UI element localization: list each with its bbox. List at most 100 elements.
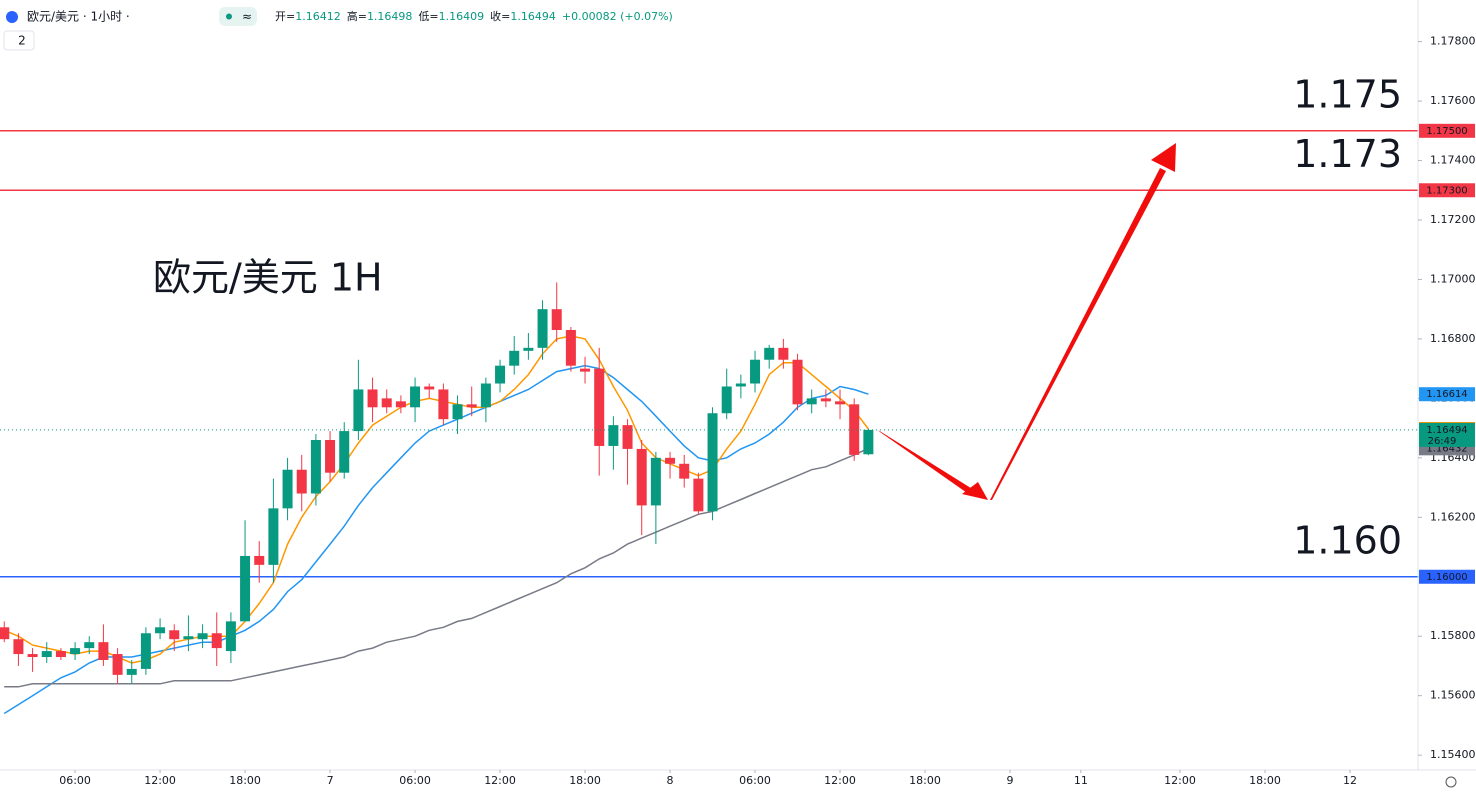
level-tag-label: 1.17300	[1426, 185, 1467, 196]
candle-body	[27, 654, 38, 658]
y-tick-label: 1.17200	[1430, 213, 1476, 226]
moving-average	[4, 447, 869, 688]
x-tick-label: 06:00	[399, 774, 431, 787]
x-tick-label: 9	[1007, 774, 1014, 787]
candle-body	[778, 347, 789, 360]
level-tag	[1419, 569, 1475, 584]
x-tick-label: 18:00	[569, 774, 601, 787]
settings-icon[interactable]	[1445, 776, 1457, 788]
candle-body	[551, 309, 562, 330]
level-tag-label: 1.17500	[1426, 126, 1467, 137]
symbol-icon	[6, 11, 18, 23]
y-tick-label: 1.17400	[1430, 154, 1476, 167]
candle-body	[225, 621, 236, 652]
candle-body	[565, 330, 576, 366]
candle-body	[835, 401, 846, 405]
forecast-arrows	[878, 143, 1176, 500]
ma-tag-label: 1.16614	[1426, 389, 1467, 400]
candle-body	[84, 642, 95, 649]
y-tick-label: 1.16200	[1430, 510, 1476, 523]
y-tick-label: 1.15600	[1430, 689, 1476, 702]
candle-body	[523, 347, 534, 351]
status-icon: ≈	[242, 10, 252, 24]
ma-tag	[1419, 387, 1475, 402]
arrow-up	[990, 168, 1166, 500]
ohlc-key: 高=	[347, 9, 367, 23]
x-tick-label: 06:00	[739, 774, 771, 787]
y-tick-label: 1.17600	[1430, 94, 1476, 107]
candle-body	[268, 508, 279, 565]
status-pill	[219, 7, 257, 26]
candle-body	[155, 627, 166, 634]
candle-body	[594, 368, 605, 446]
header: 欧元/美元 · 1小时 · ≈ 2 开=1.16412 高=1.16498 低=1.…	[3, 7, 673, 51]
candle-body	[537, 309, 548, 348]
arrow-down	[878, 430, 974, 495]
level-label: 1.160	[1293, 518, 1402, 562]
x-tick-label: 7	[327, 774, 334, 787]
candle-body	[70, 648, 81, 655]
y-tick-label: 1.16800	[1430, 332, 1476, 345]
ma-tag-label: 1.16432	[1426, 443, 1467, 454]
ohlc-value: 1.16494	[510, 10, 556, 23]
last-price-tag	[1419, 422, 1475, 447]
ohlc-value: 1.16409	[439, 10, 485, 23]
status-dot	[226, 13, 232, 20]
symbol[interactable]: 欧元/美元 · 1小时 ·	[27, 10, 130, 24]
candle-body	[325, 440, 336, 473]
candle-body	[735, 383, 746, 387]
indicator-box[interactable]	[3, 30, 35, 51]
candle-body	[13, 639, 24, 655]
candle-body	[395, 401, 406, 408]
candle-body	[849, 404, 860, 455]
ohlc-key: 低=	[418, 10, 438, 23]
ohlc-key: 收=	[490, 9, 510, 23]
candle-body	[424, 386, 435, 390]
y-tick-label: 1.17800	[1430, 35, 1476, 48]
level-label: 1.173	[1293, 132, 1402, 176]
candle-body	[806, 398, 817, 405]
candle-body	[0, 627, 10, 640]
candle-body	[792, 359, 803, 405]
candle-body	[197, 633, 208, 640]
x-tick-label: 12:00	[144, 774, 176, 787]
level-tag	[1419, 123, 1475, 138]
x-tick-label: 11	[1074, 774, 1088, 787]
candle-body	[169, 630, 180, 640]
candle-body	[495, 365, 506, 384]
candle-body	[296, 469, 307, 494]
candle-body	[636, 448, 647, 506]
annotation: 欧元/美元 1H	[153, 256, 383, 300]
candle-body	[410, 386, 421, 408]
countdown: 26:49	[1428, 436, 1457, 447]
x-tick-label: 12	[1343, 774, 1357, 787]
candle-body	[367, 389, 378, 408]
level-tag-label: 1.16000	[1426, 572, 1467, 583]
moving-average	[3, 364, 869, 715]
candle-body	[98, 642, 109, 660]
candle-body	[764, 347, 775, 360]
candle-body	[353, 389, 364, 432]
candle-body	[438, 389, 449, 420]
candle-body	[310, 440, 321, 494]
candle-body	[608, 425, 619, 446]
candle-body	[126, 668, 137, 675]
candle-body	[183, 636, 194, 640]
candle-body	[820, 398, 831, 402]
ohlc-value: 1.16498	[367, 10, 413, 23]
x-tick-label: 18:00	[1249, 774, 1281, 787]
change: +0.00082 (+0.07%)	[562, 10, 673, 23]
x-tick-label: 12:00	[484, 774, 516, 787]
candle-body	[112, 654, 123, 675]
x-tick-label: 12:00	[824, 774, 856, 787]
y-tick-label: 1.15400	[1430, 748, 1476, 761]
candle-body	[381, 398, 392, 408]
candle-body	[339, 431, 350, 473]
candle-body	[650, 457, 661, 506]
candle-body	[240, 555, 251, 622]
candle-body	[665, 457, 676, 464]
candle-body	[679, 463, 690, 479]
candle-body	[55, 651, 66, 658]
candle-body	[863, 429, 874, 455]
candle-body	[622, 425, 633, 449]
